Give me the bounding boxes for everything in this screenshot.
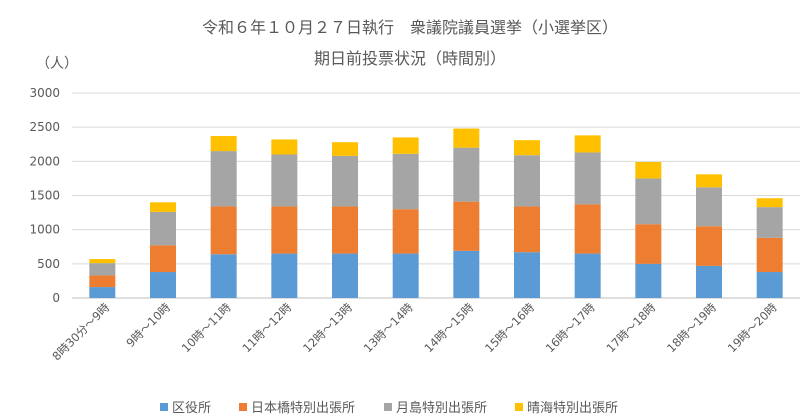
y-tick-label: 2000 — [29, 154, 60, 168]
legend: 区役所 日本橋特別出張所 月島特別出張所 晴海特別出張所 — [160, 401, 618, 416]
bar-segment — [453, 147, 480, 202]
x-tick-label: 17時～18時 — [603, 300, 658, 355]
bar-segment — [574, 135, 601, 153]
gridlines — [72, 92, 800, 299]
bar-segment — [696, 174, 722, 188]
bar-segment — [514, 252, 540, 298]
bar-segment — [89, 263, 116, 276]
x-tick-label: 14時～15時 — [421, 300, 476, 355]
bar-segment — [210, 136, 237, 152]
bar-segment — [271, 139, 298, 155]
bar-segment — [514, 140, 540, 156]
bar-segment — [756, 207, 783, 238]
y-axis-unit-label: （人） — [36, 56, 78, 72]
bar-segment — [392, 153, 419, 210]
y-tick-label: 3000 — [29, 86, 60, 100]
bar-segment — [150, 211, 176, 246]
bar-segment — [392, 209, 419, 254]
legend-label: 区役所 — [172, 401, 211, 416]
legend-label: 月島特別出張所 — [396, 401, 487, 416]
x-tick-label: 15時～16時 — [482, 300, 537, 355]
bar-segment — [514, 206, 540, 253]
x-tick-label: 8時30分～9時 — [49, 300, 112, 363]
bar-segment — [210, 151, 237, 207]
x-tick-label: 12時～13時 — [300, 300, 355, 355]
x-tick-label: 10時～11時 — [179, 300, 234, 355]
bar-segment — [756, 198, 783, 208]
x-tick-label: 18時～19時 — [664, 300, 719, 355]
bar-segment — [150, 245, 176, 273]
bar-segment — [635, 263, 662, 298]
bar-segment — [332, 142, 358, 156]
legend-label: 晴海特別出張所 — [527, 401, 618, 416]
bar-segment — [514, 155, 540, 207]
bar-segment — [635, 178, 662, 225]
bar-segment — [89, 275, 116, 288]
bar-segment — [453, 201, 480, 251]
bar-segment — [453, 128, 480, 148]
x-tick-label: 19時～20時 — [725, 300, 780, 355]
bar-segment — [271, 206, 298, 254]
bar-segment — [332, 155, 358, 207]
bar-segment — [696, 226, 722, 266]
chart-subtitle: 期日前投票状況（時間別） — [314, 49, 506, 68]
bar-segment — [696, 265, 722, 298]
y-tick-label: 1500 — [29, 189, 60, 203]
bar-segment — [574, 253, 601, 298]
legend-swatch — [384, 403, 392, 411]
bar-segment — [271, 154, 298, 207]
bar-segment — [453, 250, 480, 298]
bar-segment — [332, 253, 358, 298]
bar-segment — [89, 259, 116, 264]
x-tick-label: 11時～12時 — [239, 300, 294, 355]
y-tick-label: 2500 — [29, 120, 60, 134]
x-tick-label: 9時～10時 — [123, 300, 173, 350]
bar-segment — [635, 224, 662, 264]
y-axis-ticks: 0 500 1000 1500 2000 2500 3000 — [29, 86, 60, 305]
y-tick-label: 500 — [37, 257, 60, 271]
bar-segment — [392, 253, 419, 298]
bar-segment — [635, 162, 662, 179]
legend-swatch — [160, 403, 168, 411]
legend-swatch — [239, 403, 247, 411]
bar-segment — [756, 272, 783, 298]
y-tick-label: 1000 — [29, 223, 60, 237]
bars — [89, 128, 783, 298]
chart-title: 令和６年１０月２７日執行 衆議院議員選挙（小選挙区） — [202, 18, 618, 37]
x-axis-ticks: 8時30分～9時 9時～10時 10時～11時 11時～12時 12時～13時 13時～1… — [49, 300, 780, 363]
bar-segment — [89, 287, 116, 298]
bar-segment — [392, 137, 419, 154]
bar-segment — [210, 206, 237, 255]
bar-segment — [150, 202, 176, 212]
legend-label: 日本橋特別出張所 — [251, 401, 355, 416]
bar-segment — [574, 152, 601, 205]
bar-segment — [210, 254, 237, 298]
bar-segment — [271, 253, 298, 298]
bar-segment — [696, 187, 722, 227]
bar-segment — [574, 204, 601, 254]
bar-segment — [150, 272, 176, 298]
y-tick-label: 0 — [52, 291, 60, 305]
x-tick-label: 16時～17時 — [543, 300, 598, 355]
x-tick-label: 13時～14時 — [361, 300, 416, 355]
legend-swatch — [515, 403, 523, 411]
bar-segment — [332, 206, 358, 254]
bar-segment — [756, 237, 783, 273]
